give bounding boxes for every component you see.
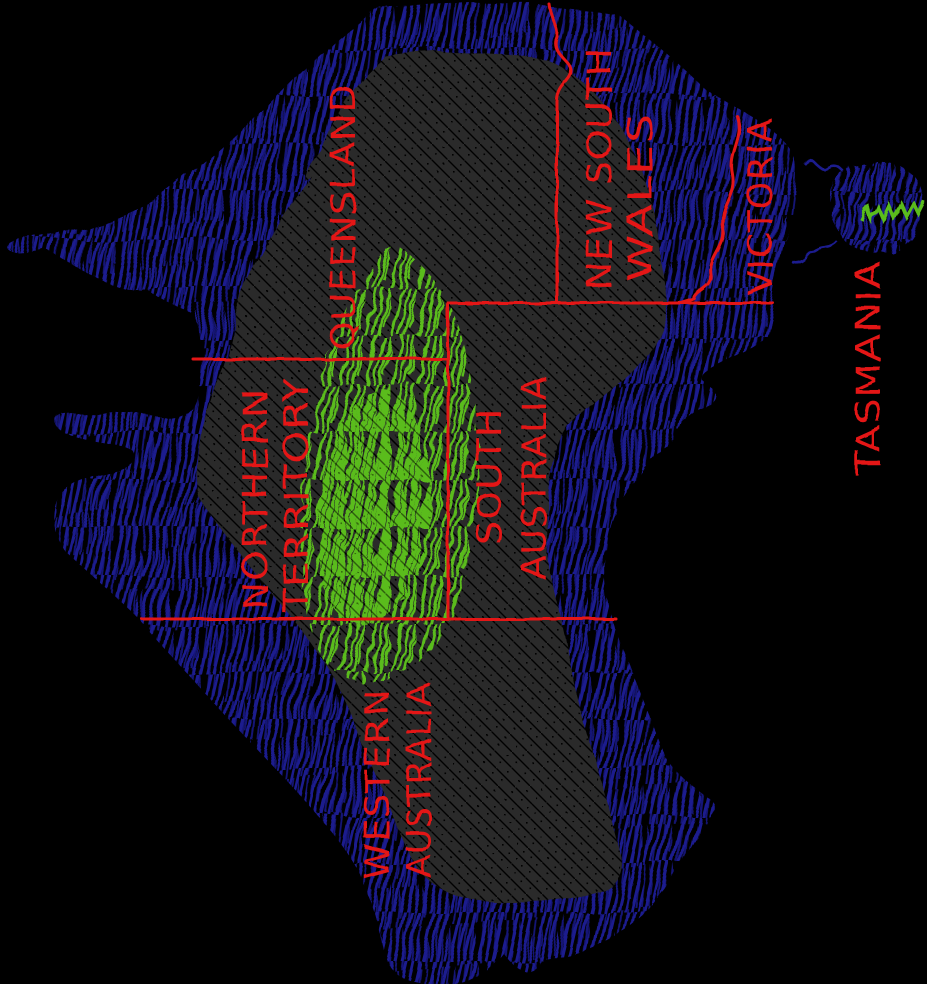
label-queensland: QUEENSLAND xyxy=(324,83,364,350)
state-labels: QUEENSLAND NEW SOUTH WALES VICTORIA TASM… xyxy=(236,47,889,880)
border-qld-nsw xyxy=(547,2,573,305)
label-victoria: VICTORIA xyxy=(741,117,781,295)
tasmania-island xyxy=(791,159,926,265)
tasmania-green-streak xyxy=(860,199,926,225)
vegetation-highlight xyxy=(300,243,480,683)
state-borders xyxy=(140,2,775,621)
label-northern-territory-line2: TERRITORY xyxy=(277,377,317,614)
bass-strait-squiggle-south xyxy=(791,240,839,265)
bass-strait-squiggle-north xyxy=(803,159,843,171)
label-tasmania: TASMANIA xyxy=(849,260,889,476)
label-new-south-wales-line2: WALES xyxy=(621,112,661,282)
label-new-south-wales-line1: NEW SOUTH xyxy=(580,47,620,290)
label-south-australia-line2: AUSTRALIA xyxy=(515,375,555,580)
label-western-australia-line1: WESTERN xyxy=(358,688,398,880)
green-region-core-hatch xyxy=(318,389,431,625)
border-nsw-vic-murray xyxy=(679,115,742,305)
label-western-australia-line2: AUSTRALIA xyxy=(400,682,440,878)
label-northern-territory-line1: NORTHERN xyxy=(236,388,276,610)
label-south-australia-line1: SOUTH xyxy=(470,408,510,545)
